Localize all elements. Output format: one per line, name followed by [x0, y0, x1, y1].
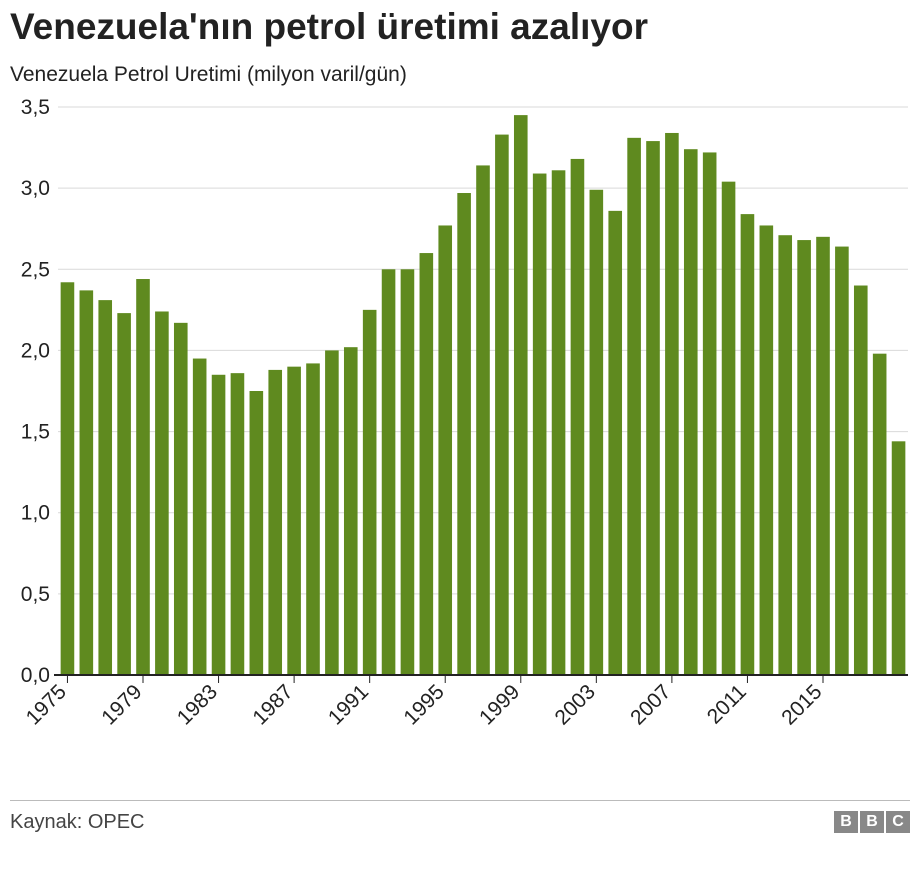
bar — [193, 358, 207, 674]
svg-text:3,0: 3,0 — [21, 177, 50, 200]
bar — [892, 441, 906, 675]
bar — [854, 285, 868, 674]
bar — [306, 363, 320, 675]
chart-subtitle: Venezuela Petrol Uretimi (milyon varil/g… — [10, 63, 910, 87]
bar — [287, 366, 301, 674]
bar — [61, 282, 75, 675]
bar — [457, 193, 471, 675]
bar — [382, 269, 396, 675]
bar — [816, 236, 830, 674]
bar — [117, 313, 131, 675]
svg-text:3,5: 3,5 — [21, 97, 50, 119]
chart-container: 0,00,51,01,52,02,53,03,51975197919831987… — [10, 97, 910, 782]
svg-text:1,0: 1,0 — [21, 501, 50, 524]
bar — [873, 353, 887, 674]
bar — [268, 369, 282, 674]
bar — [778, 235, 792, 675]
bar — [835, 246, 849, 674]
bar — [231, 373, 245, 675]
bar — [760, 225, 774, 675]
chart-footer: Kaynak: OPEC B B C — [10, 800, 910, 834]
bar — [155, 311, 169, 675]
bar — [136, 279, 150, 675]
bar — [250, 391, 264, 675]
bar — [646, 141, 660, 675]
bar — [363, 309, 377, 674]
bar — [703, 152, 717, 675]
bar — [684, 149, 698, 675]
bar — [476, 165, 490, 675]
chart-title: Venezuela'nın petrol üretimi azalıyor — [10, 6, 910, 49]
bar-chart: 0,00,51,01,52,02,53,03,51975197919831987… — [10, 97, 910, 777]
bar — [571, 158, 585, 674]
bar — [627, 137, 641, 674]
bar — [590, 189, 604, 674]
bar — [420, 253, 434, 675]
svg-text:1,5: 1,5 — [21, 420, 50, 443]
bar — [797, 240, 811, 675]
svg-text:0,5: 0,5 — [21, 582, 50, 605]
bar — [514, 115, 528, 675]
bar — [533, 173, 547, 674]
bbc-logo-b1: B — [834, 811, 858, 833]
bar — [80, 290, 94, 675]
bar — [325, 350, 339, 675]
source-label: Kaynak: OPEC — [10, 811, 145, 834]
bar — [495, 134, 509, 674]
bbc-logo-b2: B — [860, 811, 884, 833]
bar — [722, 181, 736, 674]
bar — [174, 322, 188, 674]
bar — [212, 374, 226, 674]
bar — [98, 300, 112, 675]
svg-text:2,5: 2,5 — [21, 258, 50, 281]
bbc-logo: B B C — [834, 811, 910, 833]
bar — [401, 269, 415, 675]
svg-text:2,0: 2,0 — [21, 339, 50, 362]
bbc-logo-c: C — [886, 811, 910, 833]
bar — [665, 133, 679, 675]
svg-text:0,0: 0,0 — [21, 664, 50, 687]
bar — [552, 170, 566, 675]
bar — [741, 214, 755, 675]
bar — [438, 225, 452, 675]
bar — [608, 210, 622, 674]
bar — [344, 347, 358, 675]
